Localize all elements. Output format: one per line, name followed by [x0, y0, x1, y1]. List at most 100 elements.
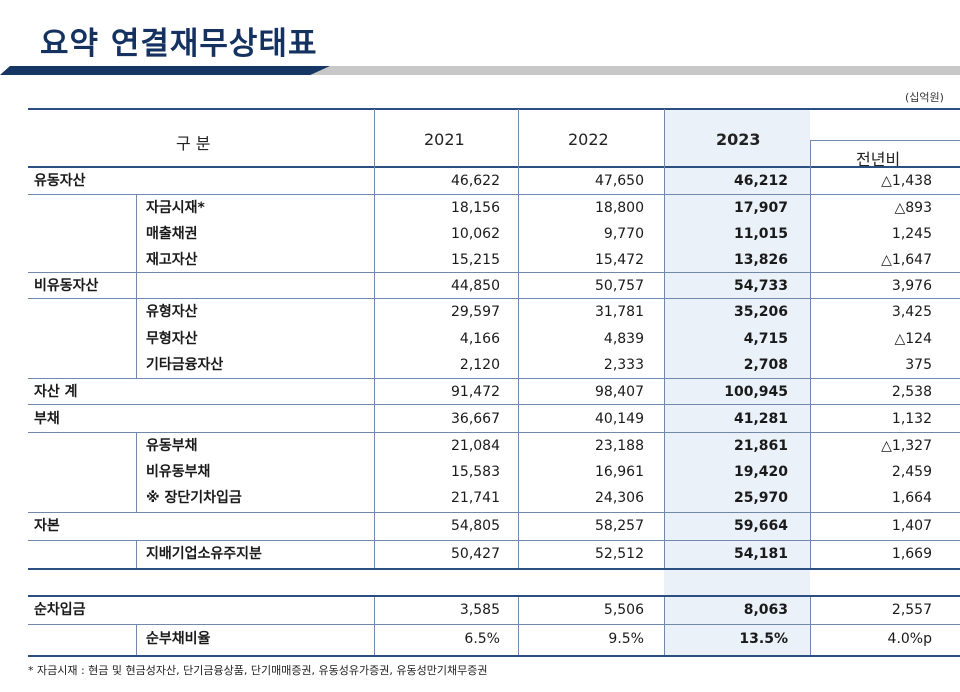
cell-v2021: 2,120	[459, 357, 500, 373]
table-row: 재고자산 15,215 15,472 13,826 △1,647	[0, 247, 960, 273]
column-divider	[518, 596, 519, 656]
table-row: 비유동부채 15,583 16,961 19,420 2,459	[0, 459, 960, 485]
cell-v2023: 59,664	[733, 518, 788, 534]
cell-v2023: 21,861	[733, 438, 788, 454]
unit-label: (십억원)	[905, 91, 944, 104]
table-row: 매출채권 10,062 9,770 11,015 1,245	[0, 221, 960, 247]
header-yoy: 전년비	[856, 150, 901, 169]
cell-yoy: △893	[894, 200, 933, 216]
table-bottom-border	[28, 655, 960, 657]
cell-v2021: 46,622	[451, 173, 500, 189]
cell-yoy: 4.0%p	[887, 631, 932, 647]
indent-divider	[136, 624, 137, 656]
cell-yoy: 2,459	[891, 464, 932, 480]
header-bottom-border	[28, 166, 960, 168]
cell-yoy: 3,425	[891, 304, 932, 320]
cell-v2022: 2,333	[603, 357, 644, 373]
cell-v2021: 36,667	[451, 411, 500, 427]
header-2022: 2022	[568, 130, 609, 149]
cell-v2023: 4,715	[743, 331, 788, 347]
row-label: 순부채비율	[146, 631, 211, 647]
column-divider	[374, 596, 375, 656]
table-row: 자산 계 91,472 98,407 100,945 2,538	[0, 379, 960, 405]
cell-v2021: 18,156	[451, 200, 500, 216]
cell-v2022: 4,839	[603, 331, 644, 347]
table-row: 자본 54,805 58,257 59,664 1,407	[0, 513, 960, 539]
cell-v2023: 41,281	[733, 411, 788, 427]
cell-yoy: △1,327	[881, 438, 932, 454]
header-2021: 2021	[424, 130, 465, 149]
cell-v2021: 3,585	[459, 602, 500, 618]
header-category: 구 분	[176, 134, 211, 153]
page-title: 요약 연결재무상태표	[40, 26, 318, 62]
section-top-border	[28, 595, 960, 597]
table-row: 유동자산 46,622 47,650 46,212 △1,438	[0, 168, 960, 194]
table-top-border	[28, 108, 960, 110]
cell-v2022: 23,188	[595, 438, 644, 454]
cell-yoy: 1,407	[891, 518, 932, 534]
row-label: 지배기업소유주지분	[146, 546, 262, 562]
cell-yoy: 2,538	[891, 384, 932, 400]
cell-v2022: 24,306	[595, 490, 644, 506]
row-separator	[28, 272, 960, 273]
row-label: 자본	[34, 518, 60, 534]
cell-v2021: 21,084	[451, 438, 500, 454]
header-divider	[518, 109, 519, 166]
cell-v2022: 18,800	[595, 200, 644, 216]
cell-v2023: 17,907	[733, 200, 788, 216]
cell-v2021: 15,583	[451, 464, 500, 480]
row-separator	[28, 432, 960, 433]
column-divider	[810, 166, 811, 570]
cell-v2021: 15,215	[451, 252, 500, 268]
row-separator	[28, 378, 960, 379]
cell-v2022: 40,149	[595, 411, 644, 427]
cell-v2023: 35,206	[733, 304, 788, 320]
cell-v2022: 58,257	[595, 518, 644, 534]
cell-v2023: 25,970	[733, 490, 788, 506]
cell-v2021: 54,805	[451, 518, 500, 534]
row-separator	[28, 404, 960, 405]
cell-v2023: 2,708	[743, 357, 788, 373]
indent-divider	[136, 432, 137, 512]
table-row: 지배기업소유주지분 50,427 52,512 54,181 1,669	[0, 541, 960, 567]
row-separator	[28, 194, 960, 195]
cell-v2021: 10,062	[451, 226, 500, 242]
cell-v2021: 21,741	[451, 490, 500, 506]
cell-v2023: 13.5%	[739, 631, 788, 647]
column-divider	[664, 166, 665, 570]
cell-yoy: 375	[905, 357, 932, 373]
row-label: 매출채권	[146, 226, 198, 242]
table-row: 무형자산 4,166 4,839 4,715 △124	[0, 326, 960, 352]
row-label: 비유동부채	[146, 464, 211, 480]
row-label: 비유동자산	[34, 278, 99, 294]
row-label: 기타금융자산	[146, 357, 224, 373]
cell-yoy: △124	[894, 331, 933, 347]
cell-v2022: 9,770	[603, 226, 644, 242]
cell-yoy: △1,647	[881, 252, 932, 268]
table-row: 부채 36,667 40,149 41,281 1,132	[0, 406, 960, 432]
cell-v2022: 98,407	[595, 384, 644, 400]
cell-v2022: 52,512	[595, 546, 644, 562]
cell-v2021: 50,427	[451, 546, 500, 562]
cell-v2023: 8,063	[743, 602, 788, 618]
highlight-2023-column	[664, 109, 810, 656]
header-divider	[374, 109, 375, 166]
row-separator	[28, 512, 960, 513]
cell-v2021: 6.5%	[464, 631, 500, 647]
cell-yoy: 1,664	[891, 490, 932, 506]
table-row: 순부채비율 6.5% 9.5% 13.5% 4.0%p	[0, 626, 960, 652]
indent-divider	[136, 540, 137, 568]
table-row: 자금시재* 18,156 18,800 17,907 △893	[0, 195, 960, 221]
table-row: 유형자산 29,597 31,781 35,206 3,425	[0, 299, 960, 325]
indent-divider	[136, 194, 137, 378]
cell-v2023: 54,181	[733, 546, 788, 562]
row-label: 부채	[34, 411, 60, 427]
cell-yoy: 2,557	[891, 602, 932, 618]
row-label: 자금시재*	[146, 200, 205, 216]
cell-v2022: 5,506	[603, 602, 644, 618]
row-separator	[28, 540, 960, 541]
row-label: 자산 계	[34, 384, 78, 400]
table-row: 유동부채 21,084 23,188 21,861 △1,327	[0, 433, 960, 459]
row-label: 유동자산	[34, 173, 86, 189]
section-bottom-border	[28, 568, 960, 570]
